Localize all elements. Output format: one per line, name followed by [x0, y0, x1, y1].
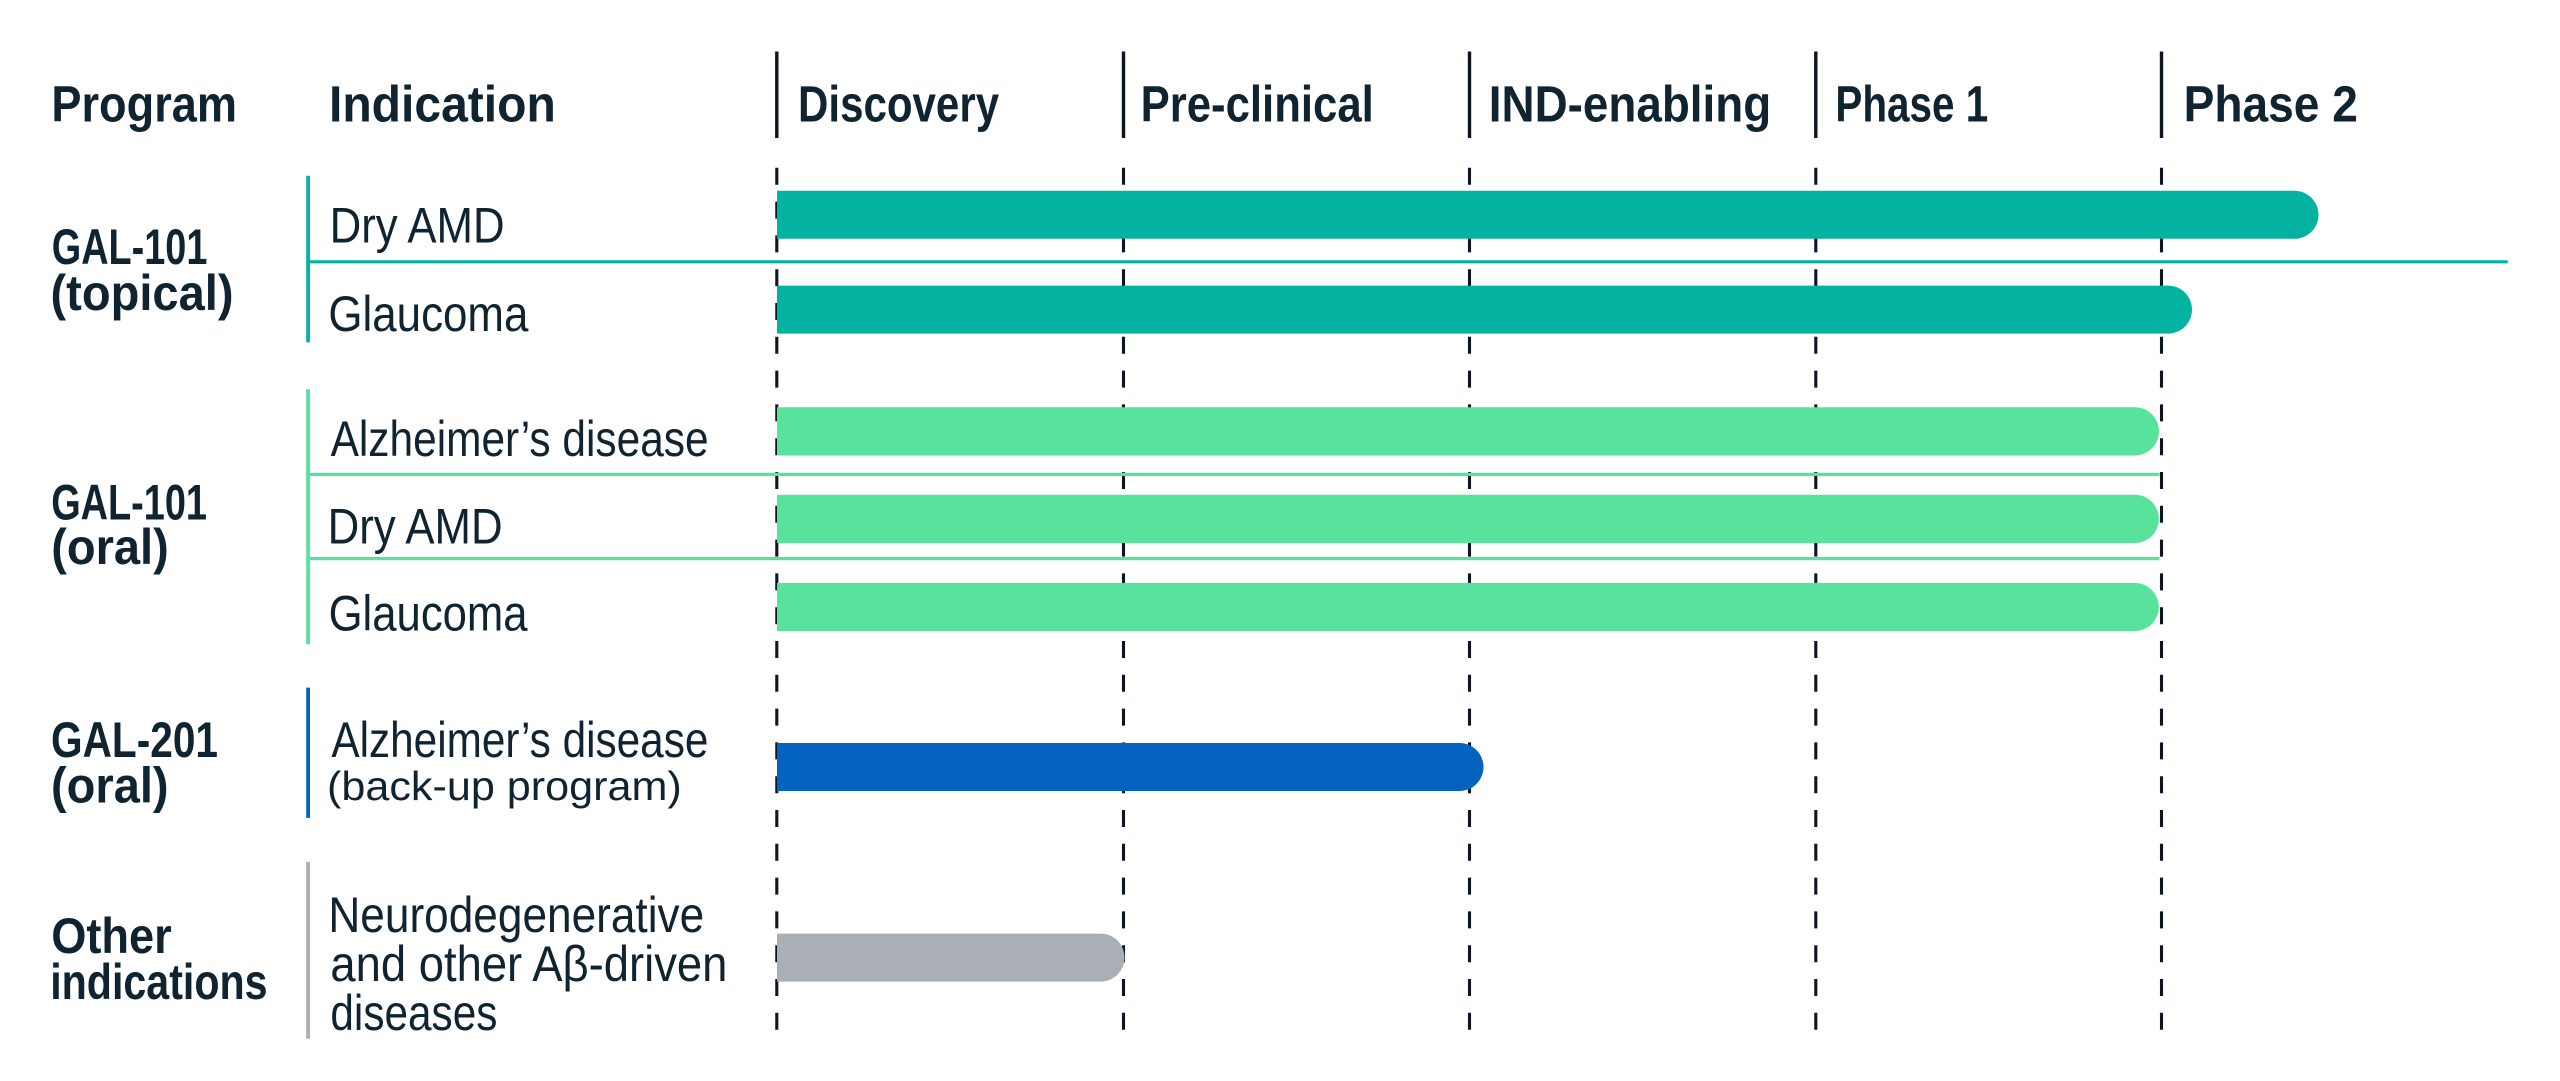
svg-text:Discovery: Discovery: [798, 76, 1000, 133]
svg-text:(back-up program): (back-up program): [327, 763, 682, 809]
svg-text:Phase 1: Phase 1: [1835, 76, 1988, 133]
svg-text:Neurodegenerative: Neurodegenerative: [328, 887, 704, 943]
svg-text:Alzheimer’s disease: Alzheimer’s disease: [331, 411, 709, 467]
svg-text:(oral): (oral): [51, 519, 169, 575]
svg-text:and other Aβ-driven: and other Aβ-driven: [330, 936, 727, 992]
svg-text:Glaucoma: Glaucoma: [328, 286, 528, 342]
svg-text:IND-enabling: IND-enabling: [1489, 76, 1771, 133]
svg-text:Phase 2: Phase 2: [2184, 76, 2358, 133]
svg-text:(topical): (topical): [51, 265, 234, 321]
svg-text:Alzheimer’s disease: Alzheimer’s disease: [331, 712, 708, 768]
svg-text:Program: Program: [51, 76, 237, 133]
svg-text:Other: Other: [51, 908, 172, 964]
svg-text:Indication: Indication: [329, 76, 556, 133]
svg-text:GAL-201: GAL-201: [51, 712, 218, 768]
svg-text:indications: indications: [50, 954, 267, 1010]
svg-text:(oral): (oral): [51, 757, 169, 813]
svg-text:GAL-101: GAL-101: [52, 219, 208, 275]
svg-text:GAL-101: GAL-101: [51, 474, 207, 530]
svg-text:Glaucoma: Glaucoma: [329, 586, 528, 642]
svg-text:Dry AMD: Dry AMD: [328, 499, 503, 555]
svg-text:diseases: diseases: [330, 985, 497, 1041]
svg-text:Dry AMD: Dry AMD: [330, 198, 505, 254]
svg-text:Pre-clinical: Pre-clinical: [1141, 76, 1374, 133]
